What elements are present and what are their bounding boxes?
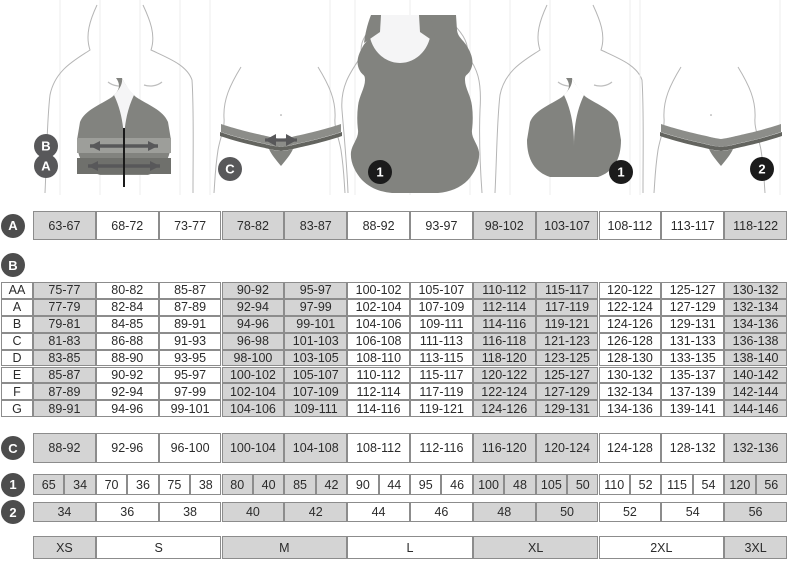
svg-text:C: C (225, 162, 235, 177)
svg-text:2: 2 (758, 162, 765, 177)
svg-text:B: B (41, 139, 50, 154)
svg-text:A: A (41, 159, 51, 174)
svg-text:1: 1 (376, 165, 383, 180)
